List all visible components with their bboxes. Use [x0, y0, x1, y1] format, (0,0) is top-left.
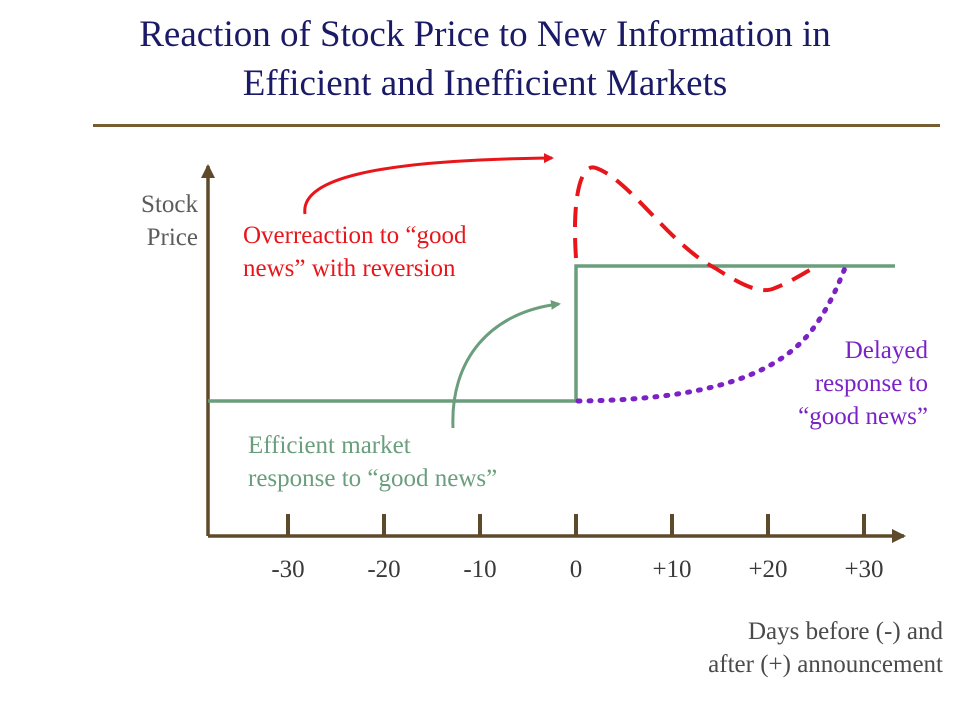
page-title: Reaction of Stock Price to New Informati…: [0, 10, 960, 108]
x-axis-label-line-2: after (+) announcement: [708, 651, 943, 678]
x-tick-label: -20: [367, 556, 401, 583]
x-axis-ticks: [286, 514, 866, 536]
delayed-annotation-line-1: Delayed: [844, 337, 928, 364]
x-axis-label-line-1: Days before (-) and: [747, 618, 943, 645]
efficient-response-line: [208, 264, 895, 403]
delayed-annotation: Delayed response to “good news”: [700, 334, 928, 433]
overreaction-annotation: Overreaction to “good news” with reversi…: [243, 219, 467, 285]
x-tick-label: +30: [844, 556, 884, 583]
title-divider: [93, 124, 940, 127]
x-tick-label: -10: [463, 556, 497, 583]
y-axis-label-line-1: Stock: [141, 191, 198, 218]
x-tick-label: -30: [271, 556, 305, 583]
efficient-annotation-line-1: Efficient market: [248, 432, 411, 459]
overreaction-annotation-line-1: Overreaction to “good: [243, 222, 467, 249]
x-axis-label: Days before (-) and after (+) announceme…: [600, 615, 943, 681]
x-tick-label: 0: [569, 556, 583, 583]
efficient-arrow: [451, 299, 561, 429]
overreaction-annotation-line-2: news” with reversion: [243, 255, 456, 282]
x-tick-label: +20: [748, 556, 788, 583]
efficient-annotation: Efficient market response to “good news”: [248, 429, 497, 495]
y-axis-label-line-2: Price: [146, 224, 198, 251]
efficient-annotation-line-2: response to “good news”: [248, 465, 498, 492]
overreaction-arrow: [303, 153, 554, 215]
x-tick-label: +10: [652, 556, 692, 583]
delayed-annotation-line-3: “good news”: [798, 403, 928, 430]
overreaction-curve: [572, 165, 819, 293]
y-axis-label: Stock Price: [90, 188, 198, 254]
delayed-annotation-line-2: response to: [814, 370, 928, 397]
delayed-response-curve: [575, 265, 848, 404]
title-line-1: Reaction of Stock Price to New Informati…: [139, 14, 831, 55]
title-line-2: Efficient and Inefficient Markets: [242, 63, 728, 104]
